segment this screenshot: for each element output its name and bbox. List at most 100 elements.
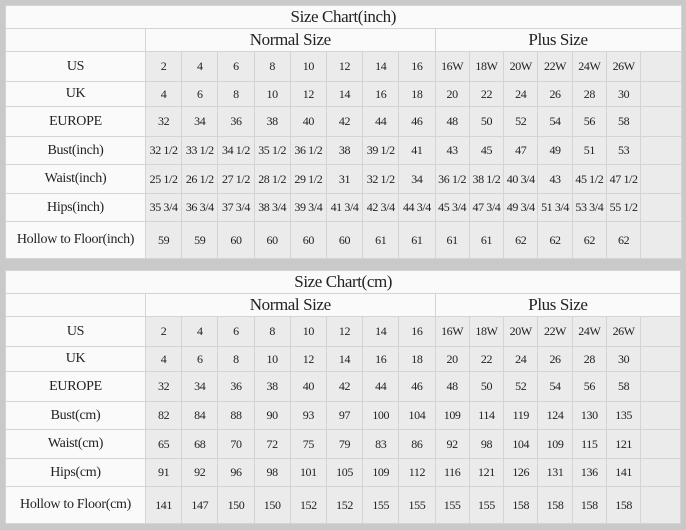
table-cell: 62: [605, 221, 642, 259]
table-cell: 109: [362, 458, 400, 487]
table-cell: 136: [571, 458, 607, 487]
table-cell: 62: [571, 221, 607, 259]
table-cell: 8: [253, 51, 291, 82]
chart-title: Size Chart(cm): [4, 270, 682, 294]
table-cell: 10: [289, 51, 327, 82]
table-cell: 152: [289, 486, 327, 524]
table-cell: 60: [217, 221, 255, 259]
table-cell: 22W: [537, 51, 573, 82]
table-cell: 36: [217, 106, 255, 137]
table-cell: 6: [181, 346, 219, 372]
table-cell: 53: [605, 136, 642, 165]
table-cell: 61: [362, 221, 400, 259]
table-row: US 2 4 6 8 10 12 14 16 16W 18W 20W 22W 24W 26W: [5, 316, 682, 347]
table-cell: 104: [398, 401, 436, 430]
size-chart-cm: Size Chart(cm) Normal Size Plus Size US 2 4 6 8…: [4, 270, 682, 524]
table-cell: 31: [325, 164, 364, 194]
table-cell: 46: [398, 371, 436, 402]
table-cell: 90: [253, 401, 291, 430]
table-row: Waist(cm) 65 68 70 72 75 79 83 86 92 98 104 109 115 12…: [5, 429, 682, 459]
table-row: Hips(cm) 91 92 96 98 101 105 109 112 116 121 126 131…: [5, 458, 682, 487]
table-cell: 155: [362, 486, 400, 524]
table-cell: 20W: [503, 51, 539, 82]
row-label: Bust(inch): [5, 136, 146, 165]
empty-cell: [640, 486, 682, 524]
table-cell: 43: [434, 136, 470, 165]
table-cell: 42 3/4: [362, 193, 400, 222]
table-cell: 38 1/2: [468, 164, 505, 194]
empty-cell: [640, 429, 682, 459]
table-cell: 54: [537, 371, 573, 402]
table-cell: 14: [362, 51, 400, 82]
table-cell: 158: [503, 486, 539, 524]
table-cell: 48: [434, 106, 470, 137]
table-cell: 45 3/4: [434, 193, 470, 222]
table-cell: 158: [571, 486, 607, 524]
table-cell: 27 1/2: [217, 164, 255, 194]
table-cell: 22: [468, 81, 505, 107]
table-cell: 18W: [468, 316, 505, 347]
table-cell: 34: [398, 164, 436, 194]
table-cell: 92: [434, 429, 470, 459]
table-cell: 83: [362, 429, 400, 459]
empty-cell: [640, 221, 682, 259]
table-cell: 155: [434, 486, 470, 524]
table-cell: 72: [253, 429, 291, 459]
table-cell: 92: [181, 458, 219, 487]
table-cell: 62: [537, 221, 573, 259]
table-cell: 131: [537, 458, 573, 487]
table-row: Hollow to Floor(inch) 59 59 60 60 60 60 61 61 61 6…: [5, 221, 682, 259]
table-cell: 155: [468, 486, 505, 524]
table-cell: 36: [217, 371, 255, 402]
empty-cell: [640, 193, 682, 222]
empty-cell: [640, 106, 682, 137]
table-cell: 158: [537, 486, 573, 524]
table-cell: 40 3/4: [503, 164, 539, 194]
table-cell: 98: [253, 458, 291, 487]
row-label: Hips(cm): [5, 458, 146, 487]
table-cell: 18W: [468, 51, 505, 82]
row-label: EUROPE: [5, 106, 146, 137]
table-cell: 29 1/2: [289, 164, 327, 194]
row-label: UK: [5, 81, 146, 107]
row-label: Hollow to Floor(cm): [5, 486, 146, 524]
empty-cell: [640, 164, 682, 194]
table-cell: 51: [571, 136, 607, 165]
table-cell: 62: [503, 221, 539, 259]
table-cell: 2: [144, 51, 183, 82]
table-cell: 10: [253, 346, 291, 372]
table-cell: 112: [398, 458, 436, 487]
table-cell: 2: [144, 316, 183, 347]
table-cell: 8: [253, 316, 291, 347]
table-cell: 38: [325, 136, 364, 165]
empty-cell: [640, 316, 682, 347]
header-blank-cell: [5, 28, 146, 52]
table-cell: 155: [398, 486, 436, 524]
table-cell: 40: [289, 371, 327, 402]
table-cell: 34: [181, 371, 219, 402]
table-cell: 43: [537, 164, 573, 194]
table-cell: 52: [503, 371, 539, 402]
table-cell: 55 1/2: [605, 193, 642, 222]
table-cell: 121: [605, 429, 642, 459]
row-label: Waist(cm): [5, 429, 146, 459]
table-cell: 54: [537, 106, 573, 137]
table-cell: 88: [217, 401, 255, 430]
table-cell: 33 1/2: [181, 136, 219, 165]
table-cell: 75: [289, 429, 327, 459]
table-cell: 101: [289, 458, 327, 487]
table-cell: 36 1/2: [434, 164, 470, 194]
table-cell: 34 1/2: [217, 136, 255, 165]
empty-cell: [640, 458, 682, 487]
table-row: Hollow to Floor(cm) 141 147 150 150 152 152 155…: [5, 486, 682, 524]
empty-cell: [640, 371, 682, 402]
table-cell: 18: [398, 346, 436, 372]
table-cell: 141: [605, 458, 642, 487]
group-normal-size: Normal Size: [145, 28, 436, 52]
table-cell: 37 3/4: [217, 193, 255, 222]
empty-cell: [640, 81, 682, 107]
size-table: Size Chart(cm) Normal Size Plus Size US 2 4 6 8…: [4, 270, 682, 524]
table-cell: 12: [289, 346, 327, 372]
table-cell: 93: [289, 401, 327, 430]
table-cell: 4: [144, 81, 183, 107]
